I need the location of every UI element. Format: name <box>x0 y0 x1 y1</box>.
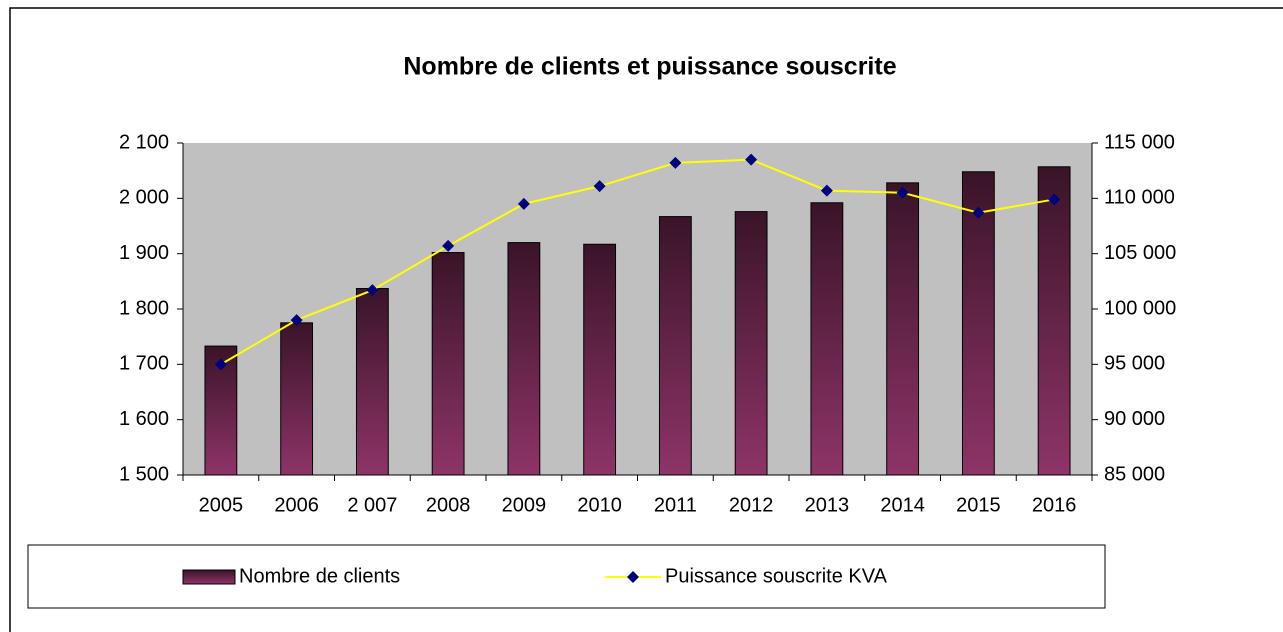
legend-swatch-marker <box>627 571 639 583</box>
x-tick-label: 2006 <box>274 494 319 516</box>
x-tick-label: 2010 <box>577 494 622 516</box>
line-marker <box>972 206 985 219</box>
line-marker <box>214 358 227 371</box>
bar <box>280 322 314 476</box>
line-marker <box>1048 193 1061 206</box>
y2-tick-label: 100 000 <box>1104 297 1176 319</box>
bar <box>961 171 995 476</box>
y-tick-label: 1 500 <box>119 463 169 485</box>
x-tick-label: 2013 <box>805 494 850 516</box>
bar <box>1037 166 1071 476</box>
bar <box>658 216 692 476</box>
y-tick-label: 1 800 <box>119 297 169 319</box>
bar <box>355 288 389 476</box>
x-tick-label: 2012 <box>729 494 774 516</box>
y2-tick-label: 110 000 <box>1104 187 1175 209</box>
y2-tick-label: 90 000 <box>1104 408 1165 430</box>
line-marker <box>745 153 758 166</box>
bar <box>507 242 541 476</box>
legend-label: Puissance souscrite KVA <box>665 565 888 587</box>
y2-tick-label: 95 000 <box>1104 353 1165 375</box>
x-tick-label: 2009 <box>502 494 547 516</box>
bar <box>734 211 768 476</box>
y-tick-label: 2 000 <box>119 187 169 209</box>
y2-tick-label: 105 000 <box>1104 242 1176 264</box>
y2-tick-label: 115 000 <box>1104 131 1175 153</box>
x-tick-label: 2 007 <box>347 494 397 516</box>
x-tick-label: 2011 <box>654 494 697 516</box>
y-tick-label: 1 900 <box>119 242 169 264</box>
line <box>220 158 1055 366</box>
line-marker <box>820 184 833 197</box>
line-marker <box>896 186 909 199</box>
legend-swatch <box>182 569 236 585</box>
x-tick-label: 2008 <box>426 494 471 516</box>
y-tick-label: 1 600 <box>119 408 169 430</box>
x-tick-label: 2016 <box>1032 494 1077 516</box>
line-marker <box>290 314 303 327</box>
x-tick-label: 2015 <box>956 494 1001 516</box>
y-tick-label: 1 700 <box>119 353 169 375</box>
chart-title: Nombre de clients et puissance souscrite <box>403 53 896 81</box>
line-marker <box>593 180 606 193</box>
plot-area <box>183 143 1092 475</box>
line-marker <box>442 239 455 252</box>
bar <box>583 243 617 476</box>
line-marker <box>366 284 379 297</box>
legend-label: Nombre de clients <box>239 565 400 587</box>
y-tick-label: 2 100 <box>119 131 169 153</box>
line-marker <box>517 197 530 210</box>
x-tick-label: 2014 <box>880 494 925 516</box>
bar <box>886 182 920 476</box>
line-marker <box>669 156 682 169</box>
x-tick-label: 2005 <box>199 494 244 516</box>
bar <box>810 202 844 476</box>
y2-tick-label: 85 000 <box>1104 463 1165 485</box>
bar <box>431 252 465 476</box>
